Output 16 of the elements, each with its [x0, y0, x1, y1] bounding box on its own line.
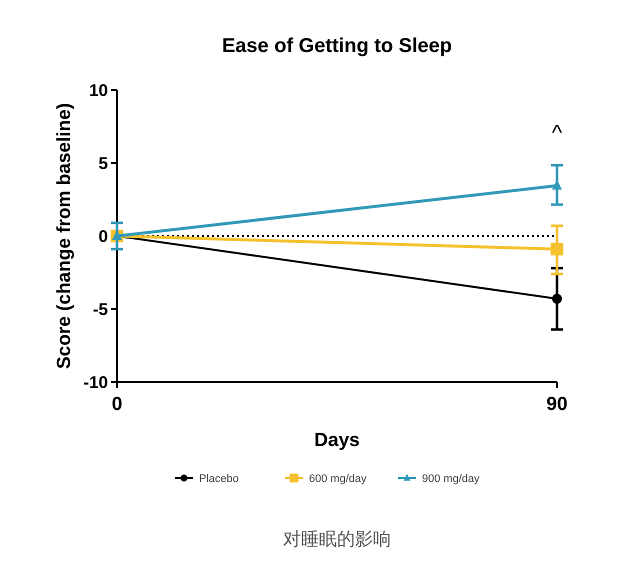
y-tick-label: 5: [98, 154, 108, 173]
legend-label: 600 mg/day: [309, 473, 367, 485]
x-tick-label: 90: [546, 394, 568, 415]
y-tick-label: 0: [98, 227, 108, 246]
point: [550, 242, 564, 256]
y-tick-label: -10: [83, 373, 108, 392]
y-tick-label: 10: [89, 81, 108, 100]
legend-label: Placebo: [199, 473, 239, 485]
y-axis-title: Score (change from baseline): [54, 102, 75, 370]
x-axis-title: Days: [314, 430, 360, 451]
text: 对睡眠的影响: [283, 529, 391, 549]
y-tick-label: -5: [92, 300, 108, 319]
point: [552, 294, 562, 304]
chart-title: Ease of Getting to Sleep: [222, 35, 452, 57]
annotation: ^: [552, 120, 563, 145]
legend-label: 900 mg/day: [422, 473, 480, 485]
